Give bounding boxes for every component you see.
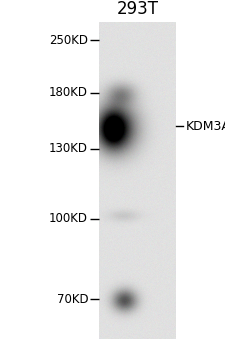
Text: 130KD: 130KD [49, 142, 88, 155]
Text: 250KD: 250KD [49, 34, 88, 47]
Text: KDM3A: KDM3A [184, 119, 225, 133]
Text: 100KD: 100KD [49, 212, 88, 225]
Text: 293T: 293T [116, 0, 158, 18]
Text: 70KD: 70KD [56, 293, 88, 306]
Text: 180KD: 180KD [49, 86, 88, 99]
